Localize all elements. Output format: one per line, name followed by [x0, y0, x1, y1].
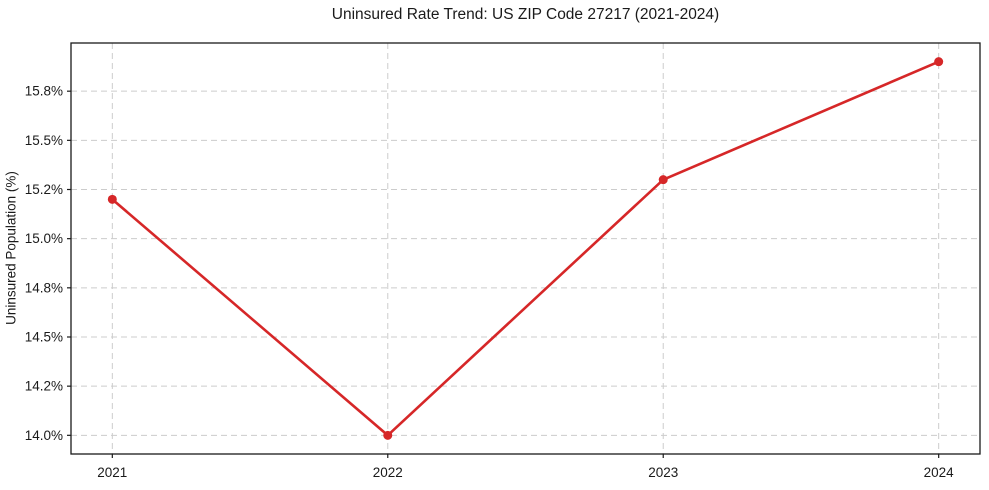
x-tick-label: 2021 [97, 465, 127, 480]
plot-frame [70, 42, 981, 455]
trend-line [111, 60, 940, 437]
chart-title: Uninsured Rate Trend: US ZIP Code 27217 … [331, 6, 720, 23]
y-tick-label: 14.5% [25, 329, 63, 344]
x-tick-label: 2023 [648, 465, 678, 480]
y-tick-label: 15.0% [25, 231, 63, 246]
data-point-marker [934, 57, 944, 67]
y-tick-label: 15.5% [25, 133, 63, 148]
y-tick-label: 14.2% [25, 379, 63, 394]
x-tick-label: 2022 [373, 465, 403, 480]
x-tick-label: 2024 [924, 465, 955, 480]
y-axis-label: Uninsured Population (%) [3, 171, 19, 325]
y-tick-label: 14.8% [25, 280, 63, 295]
data-point-marker [658, 175, 668, 185]
y-tick-label: 15.8% [25, 84, 63, 99]
y-tick-label: 15.2% [25, 182, 63, 197]
data-point-marker [107, 194, 117, 204]
data-point-marker [383, 430, 393, 440]
y-tick-label: 14.0% [25, 428, 63, 443]
